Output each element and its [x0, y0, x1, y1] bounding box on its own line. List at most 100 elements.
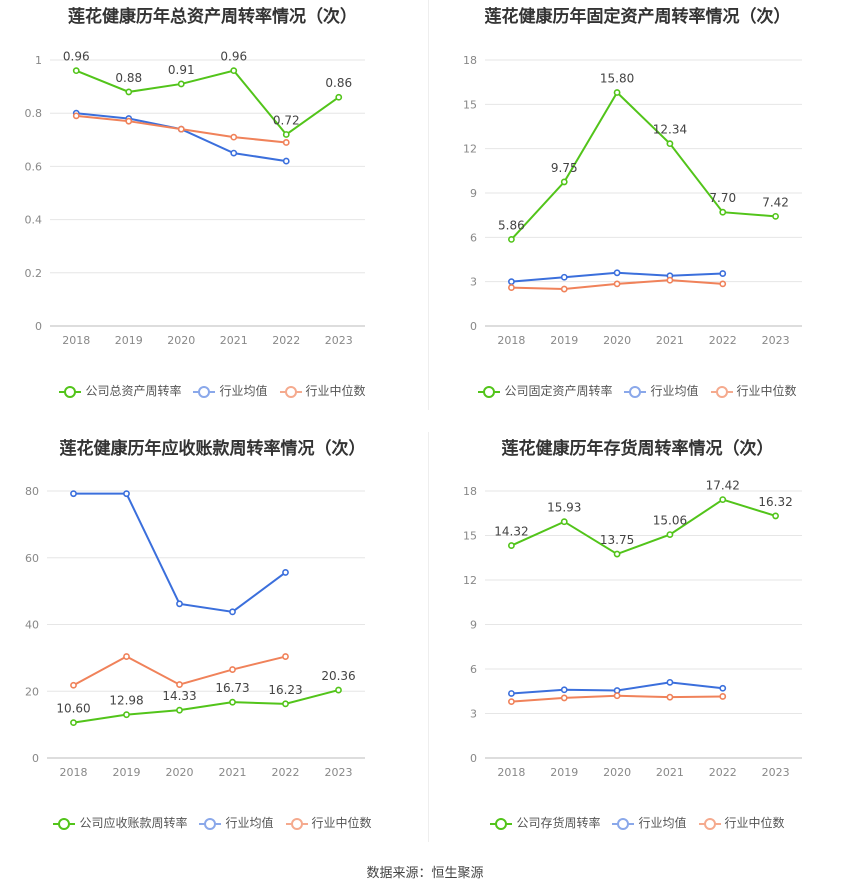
legend-label: 行业中位数	[736, 384, 797, 398]
y-tick-label: 0.2	[25, 267, 43, 280]
data-label: 12.98	[109, 694, 143, 708]
y-tick-label: 60	[25, 552, 39, 565]
y-tick-label: 0.6	[25, 160, 43, 173]
series-line	[511, 498, 776, 556]
legend-marker-icon	[698, 817, 721, 830]
data-label: 5.86	[498, 218, 525, 232]
x-tick-label: 2021	[656, 766, 684, 779]
chart-svg: 0 20 40 60 80 2018 2019 2020 2021 2022 2023 10.60 12…	[25, 485, 365, 779]
data-point	[125, 117, 133, 125]
data-point	[508, 698, 515, 706]
data-point	[123, 711, 130, 719]
chart-panel-fixed-asset-turnover: 莲花健康历年固定资产周转率情况（次） 0 3 6 9 12 15 18 2018 2019 202…	[425, 0, 850, 432]
data-point	[230, 133, 238, 141]
data-point	[177, 80, 185, 88]
x-tick-label: 2021	[656, 334, 684, 347]
legend-item[interactable]: 公司应收账款周转率	[53, 814, 187, 831]
x-tick-label: 2018	[497, 766, 525, 779]
data-point	[177, 125, 185, 133]
data-point	[719, 496, 727, 504]
legend-item[interactable]: 行业均值	[612, 814, 687, 831]
legend-item[interactable]: 行业均值	[624, 382, 699, 399]
data-label: 15.06	[653, 514, 687, 528]
data-point	[508, 236, 515, 243]
data-label: 7.42	[762, 195, 789, 209]
data-point	[70, 719, 77, 727]
data-label: 20.36	[321, 669, 355, 683]
data-point	[613, 692, 621, 700]
legend-marker-icon	[710, 385, 733, 398]
data-label: 16.73	[215, 681, 249, 695]
data-point	[560, 694, 568, 702]
data-point	[70, 490, 77, 498]
data-label: 0.86	[325, 76, 352, 90]
legend-item[interactable]: 行业均值	[199, 814, 274, 831]
legend-item[interactable]: 行业中位数	[698, 814, 785, 831]
legend-item[interactable]: 公司存货周转率	[490, 814, 600, 831]
data-point	[666, 678, 674, 686]
data-label: 16.23	[268, 683, 302, 697]
y-tick-label: 0.8	[25, 107, 43, 120]
legend-marker-icon	[612, 817, 635, 830]
x-tick-label: 2022	[272, 766, 300, 779]
x-tick-label: 2019	[115, 334, 143, 347]
legend-label: 行业均值	[650, 384, 699, 398]
data-point	[176, 600, 183, 608]
y-tick-label: 18	[463, 54, 477, 67]
data-point	[613, 280, 621, 288]
legend-label: 行业中位数	[724, 816, 785, 830]
x-tick-label: 2020	[166, 766, 194, 779]
data-point	[70, 681, 77, 689]
chart-legend: 公司应收账款周转率 行业均值 行业中位数	[0, 814, 425, 831]
data-label: 12.34	[653, 123, 687, 137]
legend-marker-icon	[624, 385, 647, 398]
data-label: 15.93	[547, 501, 581, 515]
data-point	[176, 681, 183, 688]
chart-legend: 公司总资产周转率 行业均值 行业中位数	[0, 382, 425, 399]
legend-marker-icon	[199, 817, 222, 830]
data-point	[335, 93, 343, 101]
data-label: 0.72	[273, 113, 300, 127]
data-point	[560, 273, 568, 281]
y-tick-label: 0.4	[25, 214, 43, 227]
data-point	[123, 490, 130, 498]
y-tick-label: 0	[470, 752, 477, 765]
x-tick-label: 2018	[60, 766, 88, 779]
data-point	[229, 666, 236, 673]
data-point	[719, 684, 727, 692]
legend-item[interactable]: 公司总资产周转率	[59, 382, 181, 399]
data-label: 16.32	[758, 495, 792, 509]
chart-svg: 0 3 6 9 12 15 18 2018 2019 2020 2021 2022 2023 5.86 9.…	[463, 54, 802, 347]
legend-item[interactable]: 行业中位数	[279, 382, 366, 399]
series-line	[73, 492, 287, 613]
x-tick-label: 2018	[497, 334, 525, 347]
data-point	[230, 149, 238, 157]
legend-item[interactable]: 行业均值	[193, 382, 268, 399]
y-tick-label: 15	[463, 98, 477, 111]
legend-label: 公司固定资产周转率	[504, 384, 613, 398]
legend-label: 公司应收账款周转率	[79, 816, 188, 830]
y-tick-label: 15	[463, 530, 477, 543]
data-point	[560, 285, 568, 293]
data-point	[176, 706, 183, 714]
legend-item[interactable]: 公司固定资产周转率	[478, 382, 612, 399]
data-point	[72, 67, 80, 75]
legend-item[interactable]: 行业中位数	[710, 382, 797, 399]
data-point	[772, 512, 779, 520]
data-point	[666, 276, 674, 284]
data-point	[613, 550, 621, 558]
data-label: 9.75	[551, 161, 578, 175]
legend-label: 行业均值	[219, 384, 268, 398]
data-point	[719, 270, 727, 277]
chart-panel-receivable-turnover: 莲花健康历年应收账款周转率情况（次） 0 20 40 60 80 2018 2019 2020…	[0, 432, 425, 864]
x-tick-label: 2023	[762, 766, 790, 779]
data-point	[666, 140, 674, 148]
chart-title: 莲花健康历年固定资产周转率情况（次）	[484, 7, 791, 27]
legend-item[interactable]: 行业中位数	[285, 814, 372, 831]
data-point	[560, 518, 568, 526]
legend-marker-icon	[285, 817, 308, 830]
x-tick-label: 2019	[113, 766, 141, 779]
legend-label: 行业中位数	[311, 816, 372, 830]
legend-label: 公司总资产周转率	[85, 384, 182, 398]
data-label: 0.91	[168, 63, 195, 77]
